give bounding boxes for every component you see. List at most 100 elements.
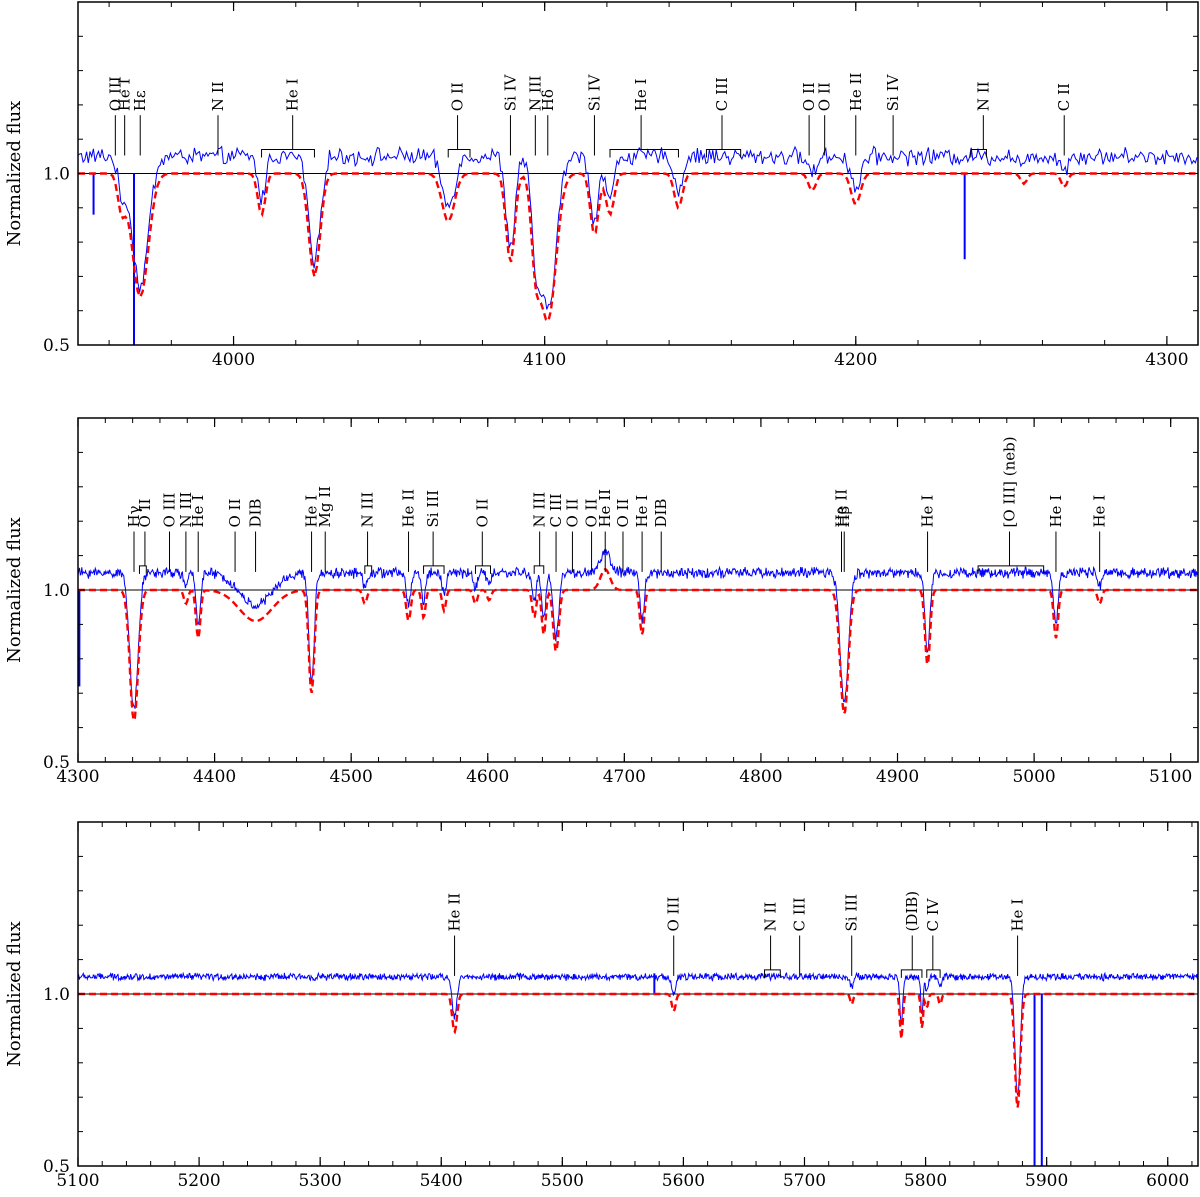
line-id-bracket [609, 148, 679, 158]
line-id-label: C IV [924, 897, 942, 931]
line-id-label: N III [531, 492, 549, 528]
line-id-label: DIB [652, 499, 670, 528]
line-id-label: N II [209, 81, 227, 111]
line-id-bracket [926, 969, 941, 978]
line-id-bracket [261, 148, 315, 158]
x-tick-label: 4500 [330, 767, 373, 787]
y-axis-label: Normalized flux [4, 101, 25, 247]
line-id-label: O II [614, 499, 632, 528]
line-id-label: He I [116, 78, 134, 111]
plot-area [78, 145, 1198, 345]
line-id-label: O II [583, 499, 601, 528]
y-tick-label: 0.5 [43, 1157, 70, 1177]
x-tick-label: 5100 [56, 1171, 99, 1191]
line-id-label: He II [596, 489, 614, 528]
line-id-label: O II [136, 499, 154, 528]
line-id-label: [O III] (neb) [1001, 436, 1019, 527]
line-id-label: He II [400, 489, 418, 528]
line-id-label: Hε [131, 90, 149, 111]
x-tick-label: 5000 [1012, 767, 1055, 787]
line-id-label: O II [473, 499, 491, 528]
x-tick-label: 6000 [1146, 1171, 1189, 1191]
line-id-label: N III [177, 492, 195, 528]
x-tick-label: 4800 [739, 767, 782, 787]
line-id-bracket [764, 969, 781, 978]
x-tick-label: 4300 [1145, 350, 1188, 370]
x-tick-label: 4400 [193, 767, 236, 787]
line-id-label: He I [1091, 495, 1109, 528]
line-id-label: O II [816, 82, 834, 111]
line-id-bracket [138, 565, 147, 574]
model-spectrum-line [78, 172, 1196, 323]
spectrum-panel-3: 5100 5200 5300 5400 5500 5600 5700 5800 5900 6000… [4, 821, 1199, 1191]
y-axis-label: Normalized flux [4, 921, 25, 1067]
line-id-label: Si III [843, 894, 861, 932]
observed-spectrum-line [78, 971, 1198, 1096]
x-tick-label: 4200 [834, 350, 877, 370]
line-id-label: DIB [247, 499, 265, 528]
x-tick-label: 4900 [876, 767, 919, 787]
line-id-label: He I [632, 78, 650, 111]
observed-spectrum-line [78, 145, 1198, 310]
x-tick-label: 5300 [299, 1171, 342, 1191]
y-axis-label: Normalized flux [4, 517, 25, 663]
line-id-label: He I [919, 495, 937, 528]
x-tick-label: 4300 [56, 767, 99, 787]
line-id-label: O III [665, 897, 683, 932]
x-tick-label: 5800 [904, 1171, 947, 1191]
plot-area [78, 549, 1198, 725]
line-id-bracket [447, 148, 471, 158]
y-tick-label: 1.0 [43, 985, 70, 1005]
y-tick-label: 0.5 [43, 753, 70, 773]
line-id-label: He I [1009, 899, 1027, 932]
x-tick-label: 4100 [523, 350, 566, 370]
x-tick-label: 5100 [1149, 767, 1192, 787]
line-id-bracket [474, 565, 491, 574]
model-spectrum-line [78, 568, 1197, 725]
y-tick-label: 1.0 [43, 165, 70, 185]
line-id-bracket [533, 565, 545, 574]
line-id-label: He II [833, 489, 851, 528]
line-id-label: He II [446, 893, 464, 932]
line-id-label: He I [633, 495, 651, 528]
line-id-label: N II [762, 902, 780, 932]
model-spectrum-line [78, 992, 1198, 1108]
line-id-bracket [423, 565, 445, 574]
x-tick-label: 4600 [466, 767, 509, 787]
x-tick-label: 4000 [212, 350, 255, 370]
line-id-label: N III [526, 75, 544, 111]
line-id-label: Hβ [835, 506, 853, 528]
x-tick-label: 5500 [541, 1171, 584, 1191]
x-tick-label: 5700 [783, 1171, 826, 1191]
line-id-label: He I [303, 495, 321, 528]
line-id-label: He II [847, 73, 865, 112]
line-id-label: O II [800, 82, 818, 111]
line-id-label: N II [974, 81, 992, 111]
line-id-label: O II [226, 499, 244, 528]
line-id-bracket [705, 148, 742, 158]
spectrum-panel-2: 4300 4400 4500 4600 4700 4800 4900 5000 5100 0.5 1… [4, 417, 1199, 787]
plot-area [78, 971, 1198, 1166]
line-id-label: O III [106, 76, 124, 111]
line-id-label: (DIB) [903, 891, 921, 932]
line-id-label: Si IV [501, 73, 519, 111]
y-tick-label: 1.0 [43, 581, 70, 601]
line-id-label: Mg II [316, 486, 334, 528]
x-tick-label: 5400 [420, 1171, 463, 1191]
observed-spectrum-line [78, 549, 1198, 709]
line-id-label: C III [713, 77, 731, 111]
line-id-label: Hγ [125, 505, 143, 527]
x-tick-label: 5600 [662, 1171, 705, 1191]
line-identifications: He II O III N II C III Si III (DIB) C IV He I [446, 891, 1027, 978]
line-id-label: Si III [424, 490, 442, 528]
x-tick-label: 5900 [1025, 1171, 1068, 1191]
line-id-label: He I [284, 78, 302, 111]
line-id-label: Si IV [585, 73, 603, 111]
line-id-label: Hδ [539, 89, 557, 111]
x-tick-label: 4700 [603, 767, 646, 787]
line-id-bracket [977, 565, 1045, 574]
